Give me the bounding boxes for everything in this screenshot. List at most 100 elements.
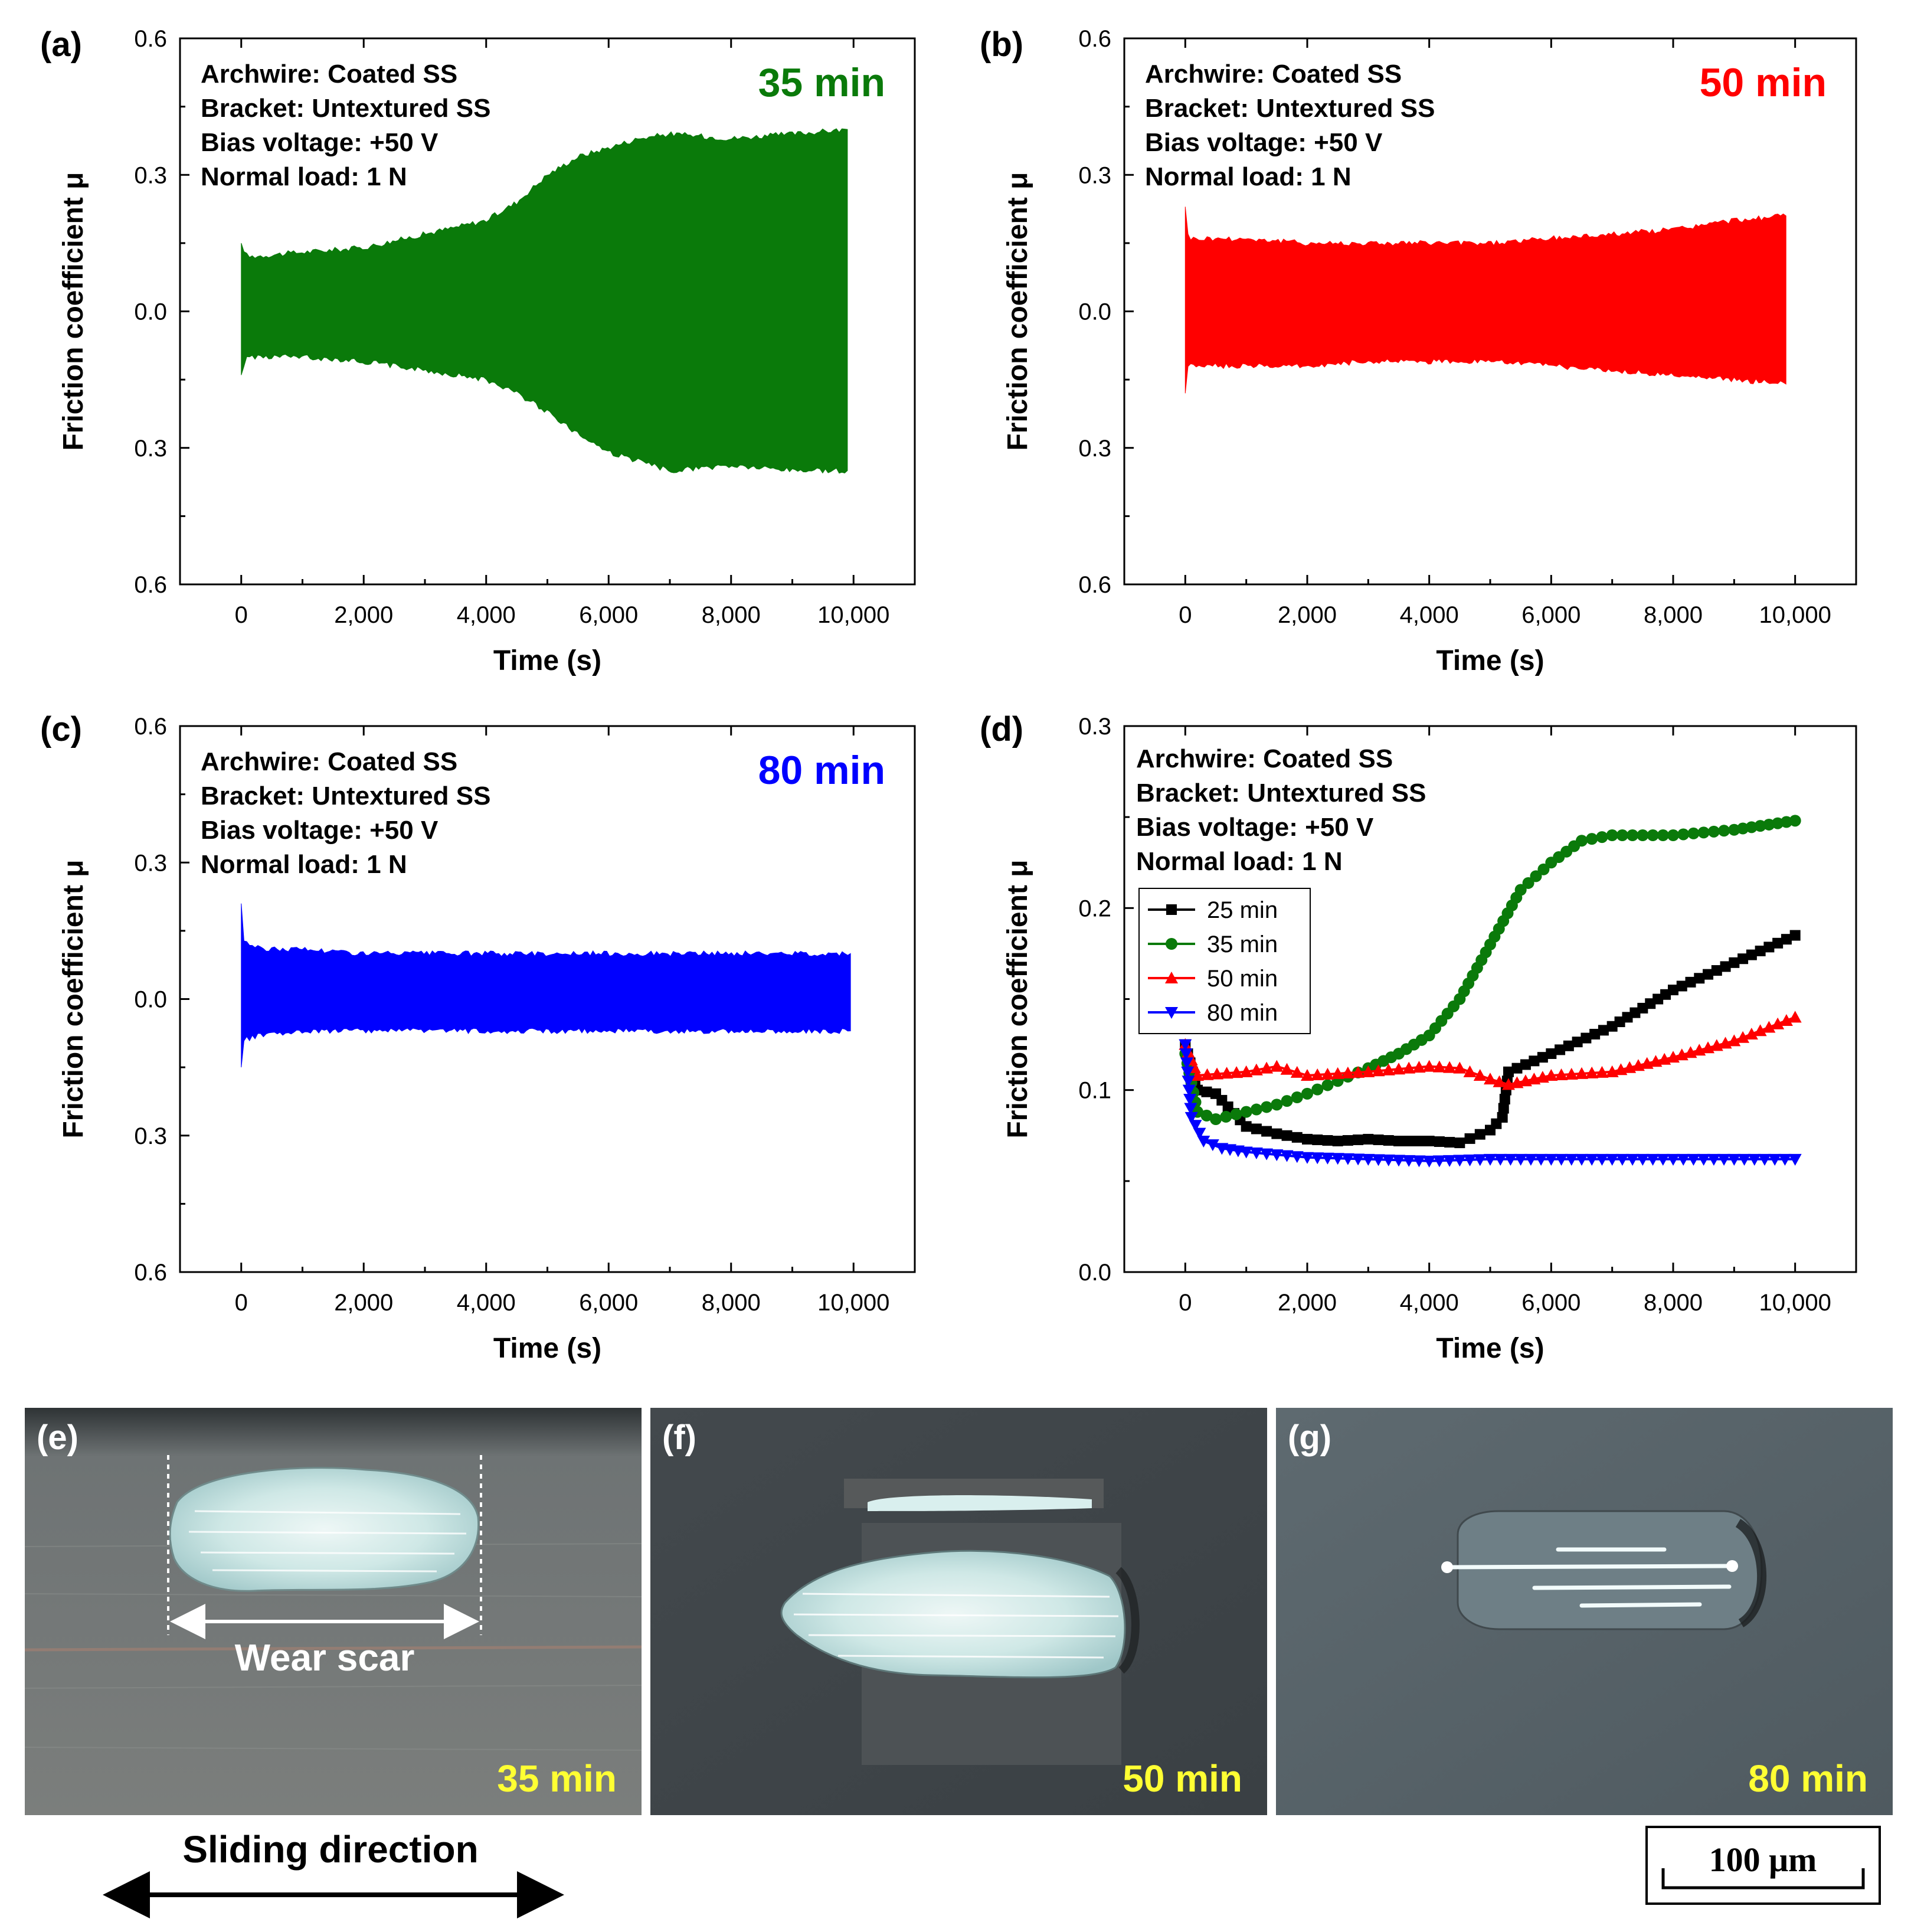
series-25-min-point: [1434, 1136, 1445, 1148]
series-25-min-point: [1281, 1130, 1292, 1141]
chart-title: 80 min: [758, 748, 885, 793]
series-80-min-point: [1184, 1103, 1197, 1115]
info-line: Bracket: Untextured SS: [1145, 94, 1435, 123]
series-80-min-point: [1788, 1153, 1802, 1166]
series-25-min-point: [1241, 1121, 1252, 1132]
series-50-min-point: [1301, 1069, 1314, 1081]
series-50-min-point: [1484, 1073, 1497, 1085]
series-35-min-point: [1707, 825, 1720, 838]
series-80-min-point: [1524, 1153, 1537, 1166]
series-35-min-band: [241, 128, 848, 474]
series-25-min-point: [1291, 1132, 1303, 1143]
info-line: Normal load: 1 N: [201, 162, 407, 191]
y-tick-label: 0.6: [134, 26, 167, 52]
series-35-min-point: [1514, 884, 1527, 896]
x-tick-label: 2,000: [334, 602, 393, 628]
series-35-min-point: [1576, 835, 1588, 847]
series-25-min-point: [1363, 1133, 1374, 1145]
series-35-min-point: [1250, 1103, 1262, 1116]
series-35-min-point: [1754, 820, 1766, 832]
series-80-min-point: [1463, 1154, 1477, 1166]
panel-label: (d): [980, 710, 1023, 748]
series-35-min-point: [1780, 816, 1792, 828]
series-50-min-point: [1210, 1067, 1224, 1080]
info-line: Archwire: Coated SS: [201, 747, 457, 776]
x-axis-title: Time (s): [493, 1333, 601, 1364]
x-tick-label: 8,000: [1644, 1290, 1703, 1316]
series-80-min-point: [1182, 1084, 1196, 1097]
series-50-min-point: [1392, 1063, 1405, 1075]
series-35-min-point: [1657, 829, 1669, 841]
series-25-min-point: [1729, 957, 1740, 968]
series-35-min-point: [1728, 823, 1740, 836]
legend-swatch-marker: [1165, 972, 1178, 983]
y-tick-label: 0.6: [134, 572, 167, 598]
series-50-min-point: [1473, 1069, 1487, 1081]
photo-g-dot-left: [1441, 1561, 1453, 1573]
series-50-min-point: [1270, 1060, 1284, 1072]
series-80-min-point: [1697, 1153, 1710, 1166]
legend-label: 80 min: [1207, 1000, 1278, 1026]
series-80-min-point: [1737, 1153, 1751, 1166]
series-25-min-point: [1685, 976, 1696, 988]
panel-label: (b): [980, 25, 1023, 64]
series-80-min-point: [1382, 1154, 1395, 1166]
series-80-min-point: [1280, 1150, 1294, 1162]
series-25-min-point: [1413, 1136, 1425, 1146]
y-tick-label: 0.3: [134, 436, 167, 462]
series-80-min-point: [1249, 1148, 1263, 1160]
series-25-min-point: [1520, 1059, 1531, 1070]
series-50-min-point: [1280, 1063, 1294, 1075]
series-80-min-point: [1412, 1155, 1426, 1168]
wear-scar-e: [169, 1467, 480, 1592]
series-80-min-point: [1183, 1094, 1197, 1106]
series-80-min-point: [1514, 1153, 1527, 1166]
series-50-min-point: [1432, 1060, 1446, 1073]
series-35-min-point: [1220, 1110, 1232, 1123]
x-axis-title: Time (s): [493, 645, 601, 676]
series-80-min-point: [1362, 1153, 1375, 1166]
scale-bar-box: [1645, 1826, 1881, 1905]
series-80-min-point: [1443, 1155, 1457, 1167]
panel-b-chart: 0 2,000 4,000 6,000 8,000 10,000 0.6 0.3 0.0 0.3 0…: [980, 25, 1857, 676]
series-80-min-point: [1768, 1153, 1782, 1166]
series-25-min-point: [1537, 1052, 1548, 1063]
series-35-min-point: [1616, 829, 1628, 841]
series-80-min-point: [1179, 1048, 1193, 1060]
series-80-min-point: [1392, 1155, 1405, 1167]
series-80-min-point: [1181, 1066, 1195, 1078]
series-80-min-point: [1605, 1153, 1619, 1166]
series-80-min-point: [1646, 1153, 1660, 1166]
chart-title: 35 min: [758, 60, 885, 105]
series-80-min-point: [1707, 1153, 1720, 1166]
series-25-min-point: [1474, 1129, 1485, 1140]
panel-label: (a): [40, 25, 82, 64]
x-tick-label: 4,000: [457, 602, 516, 628]
series-50-min-point: [1191, 1069, 1204, 1081]
series-50-min-point: [1463, 1065, 1477, 1077]
x-tick-label: 0: [235, 602, 248, 628]
series-50-min-point: [1443, 1061, 1457, 1073]
series-50-min-point: [1788, 1011, 1802, 1023]
series-25-min-point: [1454, 1137, 1465, 1149]
series-35-min-point: [1789, 815, 1801, 827]
series-80-min-point: [1575, 1153, 1588, 1166]
series-25-min-point: [1711, 965, 1722, 976]
info-line: Bracket: Untextured SS: [201, 782, 490, 810]
photo-f: (f) 50 min: [650, 1408, 1267, 1815]
y-tick-label: 0.0: [134, 987, 167, 1013]
series-35-min-point: [1261, 1101, 1273, 1113]
series-80-min-point: [1301, 1152, 1314, 1164]
photo-e-groove: [24, 1645, 642, 1652]
photo-g-label: (g): [1288, 1418, 1331, 1457]
series-35-min-point: [1200, 1109, 1213, 1122]
series-80-min-point: [1636, 1153, 1650, 1166]
series-50-min-point: [1260, 1061, 1274, 1074]
series-25-min-point: [1424, 1136, 1435, 1146]
series-80-min-point: [1270, 1149, 1284, 1162]
x-tick-label: 0: [1179, 602, 1192, 628]
series-25-min-point: [1703, 969, 1714, 980]
series-25-min-point: [1342, 1135, 1353, 1146]
photo-g-track: [1457, 1510, 1763, 1630]
info-line: Archwire: Coated SS: [1145, 60, 1402, 89]
